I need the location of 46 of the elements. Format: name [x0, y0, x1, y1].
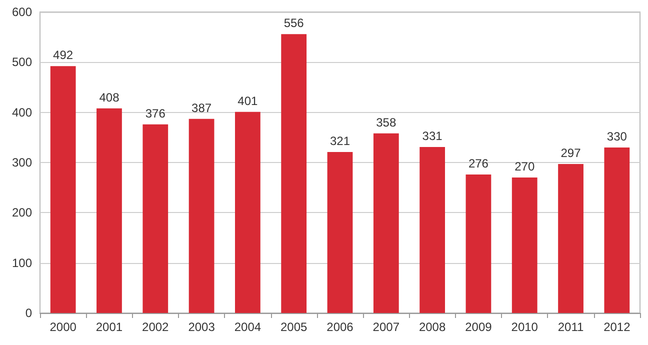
y-tick-label: 200 [12, 206, 32, 220]
bar [604, 147, 630, 313]
bar [327, 152, 353, 313]
data-label: 321 [330, 134, 350, 148]
bar [558, 164, 584, 313]
bar [235, 112, 260, 313]
bar [512, 178, 538, 313]
y-tick-label: 100 [12, 256, 32, 270]
data-label: 492 [53, 48, 74, 62]
x-tick-label: 2008 [418, 320, 446, 334]
data-label: 330 [606, 129, 628, 144]
x-tick-label: 2000 [50, 320, 77, 334]
bar [50, 66, 76, 313]
bar [373, 133, 399, 313]
x-tick-label: 2007 [372, 320, 400, 334]
bar [466, 174, 492, 313]
y-tick-label: 400 [12, 105, 32, 120]
data-label: 331 [422, 128, 443, 143]
bar [142, 124, 168, 313]
data-label: 376 [145, 106, 166, 120]
data-label: 358 [376, 115, 396, 130]
bar [96, 108, 122, 313]
x-tick-label: 2010 [511, 320, 538, 334]
y-tick-label: 0 [25, 306, 32, 320]
x-tick-label: 2002 [142, 320, 170, 334]
x-tick-label: 2006 [326, 320, 354, 334]
data-label: 556 [284, 16, 304, 30]
data-label: 408 [99, 90, 120, 104]
x-tick-label: 2004 [234, 320, 262, 334]
bar [281, 34, 307, 313]
bar [420, 146, 445, 313]
x-tick-label: 2003 [188, 320, 216, 334]
x-tick-label: 2011 [558, 320, 584, 334]
data-label: 387 [192, 100, 212, 115]
data-label: 401 [238, 94, 258, 108]
data-label: 276 [468, 156, 489, 171]
x-tick-label: 2009 [465, 320, 492, 334]
x-tick-label: 2001 [96, 320, 123, 334]
data-label: 270 [514, 160, 535, 174]
y-tick-label: 300 [12, 156, 32, 170]
y-tick-label: 600 [12, 5, 32, 19]
bar [188, 118, 214, 313]
y-tick-label: 500 [12, 55, 32, 70]
data-label: 297 [560, 146, 582, 160]
x-tick-label: 2005 [280, 320, 308, 334]
x-tick-label: 2012 [604, 320, 631, 334]
